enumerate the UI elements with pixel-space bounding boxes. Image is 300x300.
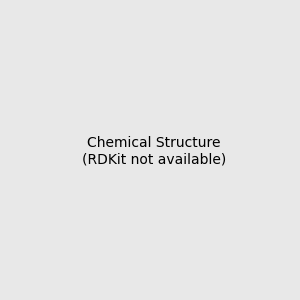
Text: Chemical Structure
(RDKit not available): Chemical Structure (RDKit not available)	[82, 136, 226, 166]
